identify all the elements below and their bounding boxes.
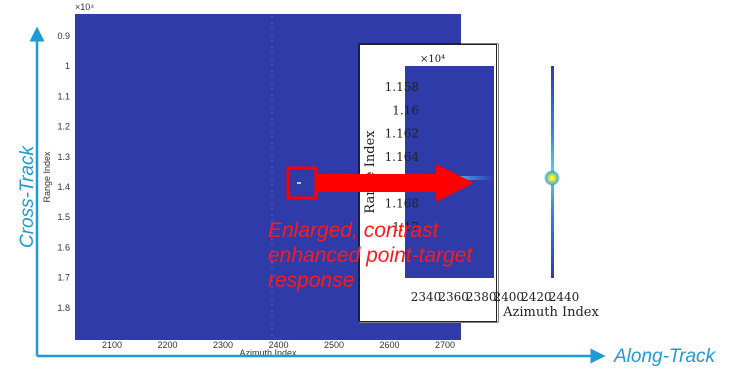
main-x-ticks: 2100 2200 2300 2400 2500 2600 2700: [102, 340, 455, 350]
callout-text: Enlarged, contrast enhanced point-target…: [268, 218, 548, 293]
main-xlabel: Azimuth Index: [239, 348, 297, 358]
callout-line-3: response: [268, 269, 355, 292]
main-point-target: [297, 182, 301, 184]
inset-x-tick-label: 2420: [521, 290, 552, 304]
main-x-tick-label: 2600: [379, 340, 399, 350]
main-x-tick-label: 2500: [324, 340, 344, 350]
along-track-label: Along-Track: [614, 346, 716, 367]
inset-exponent-label: ×10⁴: [420, 54, 445, 65]
highlight-box: [286, 166, 318, 200]
inset-y-tick-label: 1.16: [392, 103, 419, 117]
main-exponent-label: ×10⁴: [75, 2, 94, 12]
inset-ylabel: Range Index: [363, 130, 378, 214]
main-y-tick-label: 1.4: [57, 182, 70, 192]
main-x-tick-label: 2700: [435, 340, 455, 350]
main-ylabel: Range Index: [42, 151, 52, 203]
inset-y-tick-label: 1.158: [385, 80, 419, 94]
main-y-tick-label: 1.7: [57, 273, 70, 283]
inset-x-tick-label: 2440: [549, 290, 580, 304]
inset-point-target: [544, 170, 560, 186]
main-x-tick-label: 2300: [213, 340, 233, 350]
callout-line-2: enhanced point-target: [268, 244, 473, 267]
inset-xlabel: Azimuth Index: [502, 305, 599, 320]
highlight-arrow: [318, 164, 474, 202]
main-x-tick-label: 2200: [157, 340, 177, 350]
main-y-tick-label: 1.1: [57, 91, 70, 101]
inset-x-tick-label: 2400: [494, 290, 525, 304]
main-y-tick-label: 1.2: [57, 122, 70, 132]
inset-y-tick-label: 1.168: [385, 197, 419, 211]
inset-y-tick-label: 1.162: [385, 127, 419, 141]
inset-x-tick-label: 2380: [466, 290, 497, 304]
main-y-tick-label: 1.8: [57, 303, 70, 313]
main-y-tick-label: 1.5: [57, 212, 70, 222]
main-y-tick-label: 1: [65, 61, 70, 71]
main-y-ticks: 0.9 1 1.1 1.2 1.3 1.4 1.5 1.6 1.7 1.8: [57, 31, 70, 313]
main-y-tick-label: 1.6: [57, 242, 70, 252]
main-x-tick-label: 2100: [102, 340, 122, 350]
inset-y-tick-label: 1.17: [392, 220, 419, 234]
inset-y-tick-label: 1.164: [385, 150, 420, 164]
cross-track-label: Cross-Track: [17, 145, 38, 249]
inset-x-tick-label: 2360: [438, 290, 469, 304]
callout-line-1: Enlarged, contrast: [268, 219, 439, 242]
main-y-tick-label: 0.9: [57, 31, 70, 41]
main-y-tick-label: 1.3: [57, 152, 70, 162]
inset-x-tick-label: 2340: [411, 290, 442, 304]
main-x-tick-label: 2400: [268, 340, 288, 350]
